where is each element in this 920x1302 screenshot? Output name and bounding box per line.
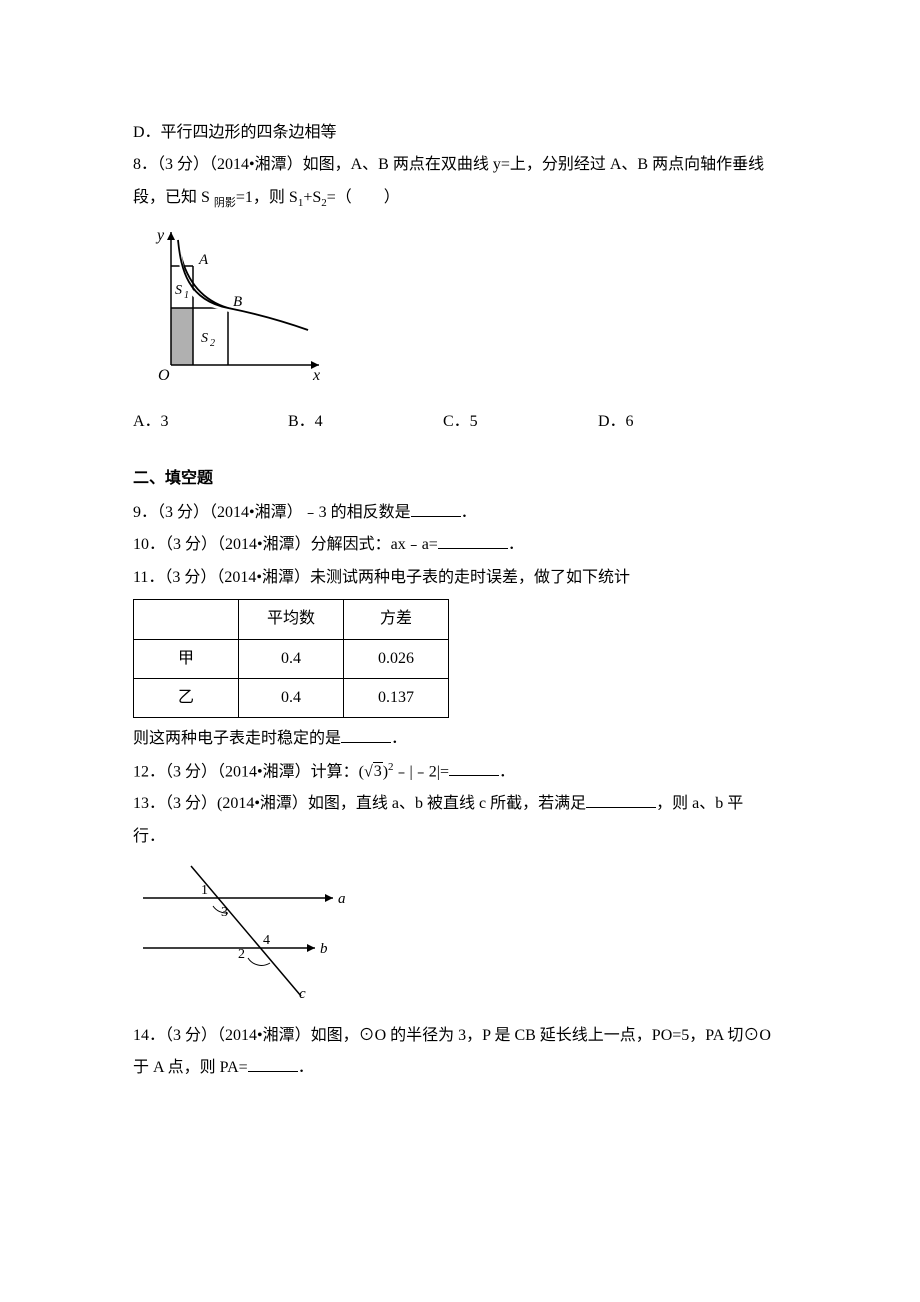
- q8-options: A．3 B．4 C．5 D．6: [133, 407, 753, 437]
- td-jia: 甲: [134, 639, 239, 678]
- q8-stem-line1: 8．（3 分）（2014•湘潭）如图，A、B 两点在双曲线 y=上，分别经过 A…: [133, 150, 787, 180]
- q12-stem: 12．（3 分）（2014•湘潭）计算：(√3)2﹣|﹣2|=．: [133, 757, 787, 788]
- q8-stem-line2: 段，已知 S 阴影=1，则 S1+S2=（ ）: [133, 183, 787, 214]
- q8-graph-svg: O x y A B S 1 S 2: [133, 220, 328, 390]
- b-arrow-icon: [307, 944, 315, 952]
- point-a-label: A: [198, 252, 209, 268]
- q13-figure: 1 3 2 4 a b c: [133, 858, 787, 1014]
- s2-label: S: [201, 331, 208, 346]
- line-c-label: c: [299, 986, 306, 1002]
- q10-pre: 10．（3 分）（2014•湘潭）分解因式：ax﹣a=: [133, 536, 438, 553]
- q9-post: ．: [461, 504, 477, 521]
- angle-1-label: 1: [201, 883, 208, 898]
- angle-4-label: 4: [263, 933, 270, 948]
- angle-2-label: 2: [238, 947, 245, 962]
- q14-stem-line1: 14．（3 分）（2014•湘潭）如图，⊙O 的半径为 3，P 是 CB 延长线…: [133, 1021, 787, 1051]
- q8-stem-pre: 段，已知 S: [133, 189, 214, 206]
- q14-blank: [248, 1056, 298, 1072]
- hyperbola-curve: [178, 240, 308, 330]
- q11-table: 平均数 方差 甲 0.4 0.026 乙 0.4 0.137: [133, 599, 449, 718]
- th-blank: [134, 600, 239, 639]
- q11-blank: [341, 727, 391, 743]
- q12-blank: [449, 760, 499, 776]
- q12-pre: 12．（3 分）（2014•湘潭）计算：(: [133, 763, 364, 780]
- q8-opt-d: D．6: [598, 407, 753, 437]
- section-2-title: 二、填空题: [133, 464, 787, 494]
- q13-stem-line2: 行．: [133, 822, 787, 852]
- q14-post: ．: [298, 1059, 314, 1076]
- x-label: x: [312, 367, 320, 384]
- line-a-label: a: [338, 891, 346, 907]
- q9-blank: [411, 501, 461, 517]
- table-row: 乙 0.4 0.137: [134, 678, 449, 717]
- q8-stem-post: =（ ）: [327, 189, 400, 206]
- q13-stem-line1: 13．（3 分）(2014•湘潭）如图，直线 a、b 被直线 c 所截，若满足 ，…: [133, 789, 787, 819]
- q8-opt-b: B．4: [288, 407, 443, 437]
- q12-mid2: ﹣|﹣2|=: [394, 763, 449, 780]
- q12-radicand: 3: [373, 762, 383, 780]
- y-arrow-icon: [167, 232, 175, 240]
- angle-3-label: 3: [221, 905, 228, 920]
- q13-post: ，则 a、b 平: [656, 795, 743, 812]
- point-b-label: B: [233, 294, 242, 310]
- q10-blank: [438, 533, 508, 549]
- q11-conclusion: 则这两种电子表走时稳定的是 ．: [133, 724, 787, 754]
- svg-text:1: 1: [184, 290, 189, 301]
- angle-4-arc: [248, 958, 270, 965]
- q10-stem: 10．（3 分）（2014•湘潭）分解因式：ax﹣a= ．: [133, 530, 787, 560]
- td-yi: 乙: [134, 678, 239, 717]
- line-b-label: b: [320, 941, 328, 957]
- s1-label: S: [175, 283, 182, 298]
- q10-post: ．: [508, 536, 524, 553]
- origin-label: O: [158, 367, 170, 384]
- table-header-row: 平均数 方差: [134, 600, 449, 639]
- q12-post: ．: [499, 763, 515, 780]
- q13-blank: [586, 792, 656, 808]
- shade-rect: [171, 308, 193, 365]
- a-arrow-icon: [325, 894, 333, 902]
- q9-stem: 9．（3 分）（2014•湘潭）﹣3 的相反数是 ．: [133, 498, 787, 528]
- q11-concl-pre: 则这两种电子表走时稳定的是: [133, 730, 341, 747]
- q14-pre: 于 A 点，则 PA=: [133, 1059, 248, 1076]
- q11-concl-post: ．: [391, 730, 407, 747]
- td-jia-mean: 0.4: [239, 639, 344, 678]
- q14-stem-line2: 于 A 点，则 PA= ．: [133, 1053, 787, 1083]
- table-row: 甲 0.4 0.026: [134, 639, 449, 678]
- q8-stem-plus: +S: [303, 189, 321, 206]
- svg-text:2: 2: [210, 338, 215, 349]
- q13-svg: 1 3 2 4 a b c: [133, 858, 358, 1003]
- q8-stem-mid: =1，则 S: [236, 189, 298, 206]
- q9-pre: 9．（3 分）（2014•湘潭）﹣3 的相反数是: [133, 504, 411, 521]
- q8-opt-c: C．5: [443, 407, 598, 437]
- q7-option-d: D．平行四边形的四条边相等: [133, 118, 787, 148]
- q8-opt-a: A．3: [133, 407, 288, 437]
- th-var: 方差: [344, 600, 449, 639]
- td-jia-var: 0.026: [344, 639, 449, 678]
- q13-pre: 13．（3 分）(2014•湘潭）如图，直线 a、b 被直线 c 所截，若满足: [133, 795, 586, 812]
- q8-figure: O x y A B S 1 S 2: [133, 220, 787, 401]
- q11-stem: 11．（3 分）（2014•湘潭）未测试两种电子表的走时误差，做了如下统计: [133, 563, 787, 593]
- th-mean: 平均数: [239, 600, 344, 639]
- td-yi-mean: 0.4: [239, 678, 344, 717]
- y-label: y: [155, 227, 165, 244]
- td-yi-var: 0.137: [344, 678, 449, 717]
- q8-sub-shade: 阴影: [214, 197, 236, 209]
